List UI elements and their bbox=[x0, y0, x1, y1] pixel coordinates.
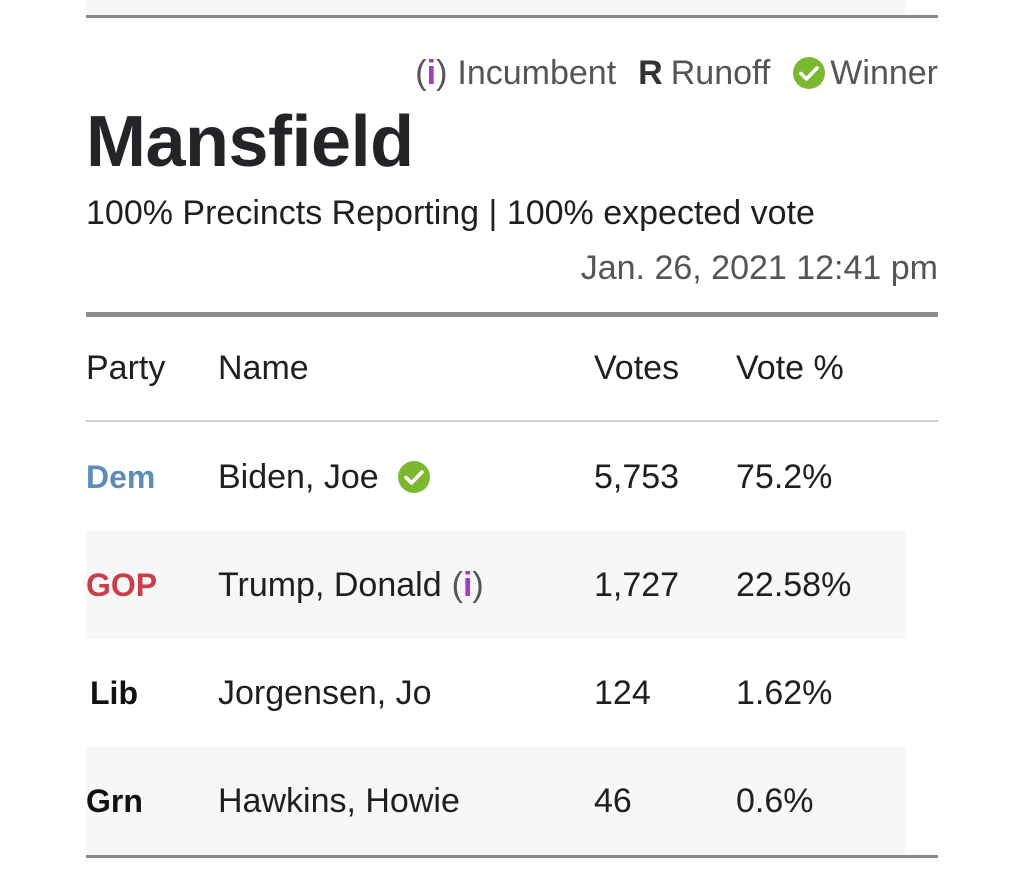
legend-winner: Winner bbox=[792, 54, 938, 93]
bottom-divider bbox=[86, 855, 938, 858]
candidate-name: Trump, Donald bbox=[218, 565, 442, 604]
previous-section-strip bbox=[86, 0, 906, 15]
vote-percent-cell: 75.2% bbox=[736, 457, 833, 496]
incumbent-close-paren: ) bbox=[436, 53, 448, 92]
vote-percent-cell: 22.58% bbox=[736, 565, 852, 604]
candidate-name-cell: Jorgensen, Jo bbox=[218, 639, 432, 747]
legend-runoff-label: Runoff bbox=[670, 53, 771, 92]
table-row: Grn Hawkins, Howie 46 0.6% bbox=[86, 747, 906, 855]
party-cell: Lib bbox=[90, 674, 138, 711]
party-cell: Grn bbox=[86, 782, 143, 819]
legend-incumbent-label: Incumbent bbox=[457, 53, 617, 92]
table-row: Lib Jorgensen, Jo 124 1.62% bbox=[86, 639, 906, 747]
column-header-party: Party bbox=[86, 349, 166, 387]
column-header-name: Name bbox=[218, 349, 309, 387]
legend-runoff: R Runoff bbox=[638, 54, 770, 93]
updated-timestamp: Jan. 26, 2021 12:41 pm bbox=[580, 249, 938, 287]
party-cell: GOP bbox=[86, 566, 158, 603]
votes-cell: 124 bbox=[594, 673, 651, 712]
runoff-icon: R bbox=[638, 53, 663, 92]
table-row: GOP Trump, Donald (i) 1,727 22.58% bbox=[86, 531, 906, 639]
candidate-name-cell: Trump, Donald (i) bbox=[218, 531, 484, 639]
check-circle-icon bbox=[793, 57, 826, 89]
candidate-name: Hawkins, Howie bbox=[218, 781, 460, 820]
reporting-status: 100% Precincts Reporting | 100% expected… bbox=[86, 194, 815, 232]
table-row: Dem Biden, Joe 5,753 75.2% bbox=[86, 423, 906, 531]
page-title: Mansfield bbox=[86, 102, 414, 182]
table-header-divider bbox=[86, 420, 938, 422]
winner-check-icon bbox=[397, 461, 430, 493]
incumbent-marker: (i) bbox=[451, 565, 484, 604]
column-header-vote-percent: Vote % bbox=[736, 349, 844, 387]
results-divider bbox=[86, 312, 938, 317]
votes-cell: 1,727 bbox=[594, 565, 680, 604]
incumbent-open-paren: ( bbox=[415, 53, 427, 92]
incumbent-icon: i bbox=[426, 53, 437, 92]
candidate-name: Jorgensen, Jo bbox=[218, 673, 432, 712]
votes-cell: 5,753 bbox=[594, 457, 680, 496]
legend-winner-label: Winner bbox=[830, 53, 938, 92]
column-header-votes: Votes bbox=[594, 349, 680, 387]
legend-incumbent: ( i ) Incumbent bbox=[415, 54, 616, 93]
votes-cell: 46 bbox=[594, 781, 632, 820]
party-cell: Dem bbox=[86, 458, 156, 495]
candidate-name: Biden, Joe bbox=[218, 457, 379, 496]
incumbent-icon: i bbox=[462, 565, 473, 604]
vote-percent-cell: 1.62% bbox=[736, 673, 833, 712]
legend: ( i ) Incumbent R Runoff Winner bbox=[415, 50, 938, 96]
candidate-name-cell: Hawkins, Howie bbox=[218, 747, 460, 855]
vote-percent-cell: 0.6% bbox=[736, 781, 814, 820]
candidate-name-cell: Biden, Joe bbox=[218, 423, 431, 531]
top-divider bbox=[86, 15, 938, 18]
